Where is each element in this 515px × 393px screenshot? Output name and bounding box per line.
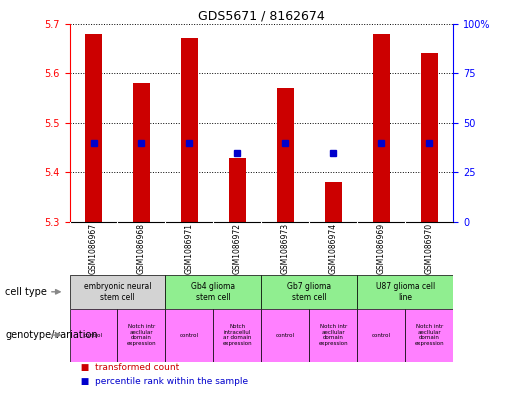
Bar <box>85 33 102 222</box>
Text: GSM1086967: GSM1086967 <box>89 223 98 274</box>
Bar <box>261 309 310 362</box>
Bar <box>133 83 150 222</box>
Bar <box>70 275 165 309</box>
Text: Gb7 glioma
stem cell: Gb7 glioma stem cell <box>287 282 331 301</box>
Text: GSM1086969: GSM1086969 <box>377 223 386 274</box>
Text: control: control <box>372 332 391 338</box>
Text: embryonic neural
stem cell: embryonic neural stem cell <box>84 282 151 301</box>
Text: cell type: cell type <box>5 287 47 297</box>
Bar <box>357 275 453 309</box>
Text: Notch intr
aecllular
domain
expression: Notch intr aecllular domain expression <box>127 324 156 346</box>
Bar <box>325 182 341 222</box>
Text: Notch intr
aecllular
domain
expression: Notch intr aecllular domain expression <box>318 324 348 346</box>
Bar <box>70 309 117 362</box>
Text: genotype/variation: genotype/variation <box>5 330 98 340</box>
Text: control: control <box>180 332 199 338</box>
Text: ■  percentile rank within the sample: ■ percentile rank within the sample <box>75 377 248 386</box>
Bar <box>421 53 438 222</box>
Text: control: control <box>84 332 103 338</box>
Title: GDS5671 / 8162674: GDS5671 / 8162674 <box>198 9 325 22</box>
Bar <box>117 309 165 362</box>
Text: ■  transformed count: ■ transformed count <box>75 363 179 372</box>
Text: Notch intr
aecllular
domain
expression: Notch intr aecllular domain expression <box>415 324 444 346</box>
Text: GSM1086970: GSM1086970 <box>425 223 434 274</box>
Text: GSM1086974: GSM1086974 <box>329 223 338 274</box>
Text: U87 glioma cell
line: U87 glioma cell line <box>375 282 435 301</box>
Bar <box>357 309 405 362</box>
Text: GSM1086968: GSM1086968 <box>137 223 146 274</box>
Bar <box>229 158 246 222</box>
Bar <box>373 33 390 222</box>
Text: control: control <box>276 332 295 338</box>
Bar <box>261 275 357 309</box>
Bar <box>405 309 453 362</box>
Bar <box>213 309 261 362</box>
Bar <box>165 275 261 309</box>
Text: GSM1086973: GSM1086973 <box>281 223 290 274</box>
Text: Notch
intracellul
ar domain
expression: Notch intracellul ar domain expression <box>222 324 252 346</box>
Text: GSM1086971: GSM1086971 <box>185 223 194 274</box>
Bar <box>181 39 198 222</box>
Bar <box>277 88 294 222</box>
Bar <box>165 309 213 362</box>
Text: GSM1086972: GSM1086972 <box>233 223 242 274</box>
Bar <box>310 309 357 362</box>
Text: Gb4 glioma
stem cell: Gb4 glioma stem cell <box>192 282 235 301</box>
